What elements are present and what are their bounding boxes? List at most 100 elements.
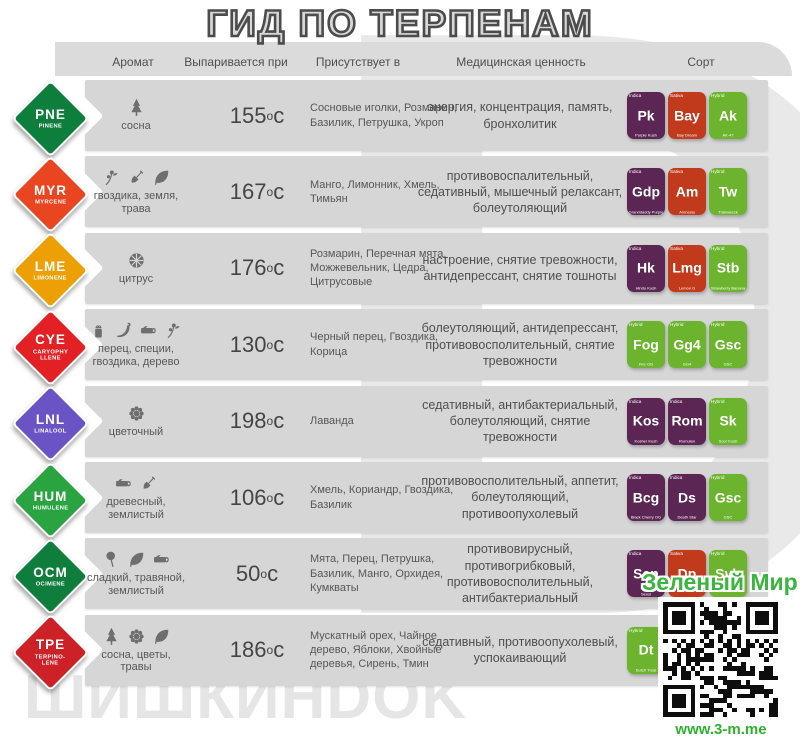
strain-badge: Indica Rom Romulan	[668, 397, 706, 445]
strain-name: GSC	[723, 515, 733, 520]
celsius-symbol: c	[267, 560, 279, 586]
aroma-label: цитрус	[118, 272, 154, 285]
strain-type-label: Indica	[670, 475, 683, 481]
strain-type-label: Sativa	[670, 93, 683, 99]
flower-icon	[127, 404, 146, 423]
strain-name: Strawberry Banana	[710, 285, 746, 291]
aroma-icons	[127, 98, 146, 117]
strain-badges: Indica Hk Hindu Kush Sativa Lmg Lemon G Hybrid…	[627, 233, 747, 304]
celsius-symbol: c	[273, 637, 285, 663]
degree-symbol: o	[266, 414, 274, 429]
terpene-row: LME LIMONENE цитрус 176 o c Розмарин, Пере…	[0, 231, 800, 310]
temp-value: 198	[229, 408, 267, 434]
evaporation-temp: 130 o c	[207, 309, 307, 380]
strain-type-label: Indica	[629, 169, 642, 175]
strain-badge: Hybrid Fog Fire OG	[627, 321, 665, 369]
terpene-diamond-label: LNL LINALOOL	[25, 398, 76, 449]
shovel-icon	[139, 474, 158, 493]
strain-badge: Indica Bcg Black Cherry OG	[627, 474, 665, 521]
strain-badge: Hybrid Gsc GSC	[709, 321, 747, 369]
strain-abbr: Gg4	[673, 336, 701, 353]
aroma-label: перец, специи, гвоздика, дерево	[92, 343, 180, 368]
strain-type-label: Indica	[670, 398, 683, 404]
terpene-name: LIMONENE	[33, 274, 68, 282]
celsius-symbol: c	[273, 331, 285, 357]
terpene-diamond-label: OCM OCIMENE	[25, 551, 76, 602]
terpene-row: PNE PINENE сосна 155 o c Сосновые иголки, …	[0, 79, 800, 157]
present-in-cell: Мускатный орех, Чайное дерево, Яблоки, Х…	[310, 615, 458, 686]
terpene-code: LNL	[35, 411, 66, 427]
aroma-label: цветочный	[108, 425, 164, 438]
celsius-symbol: c	[273, 255, 285, 281]
aroma-label: сосна, цветы, травы	[101, 648, 171, 674]
aroma-cell: цветочный	[86, 386, 186, 457]
strain-name: Lemon G	[678, 285, 696, 291]
strain-badge: Hybrid Gg4 GG4	[668, 321, 706, 369]
aroma-cell: сосна, цветы, травы	[86, 615, 186, 686]
medical-value-text: болеутоляющий, антидепрессант, противово…	[421, 321, 619, 368]
strain-type-label: Sativa	[670, 551, 683, 557]
strain-abbr: Bcg	[632, 488, 660, 505]
terpene-name: PINENE	[38, 121, 63, 129]
chili-pepper-icon	[114, 321, 133, 340]
evaporation-temp: 50 o c	[207, 538, 307, 609]
strain-type-label: Indica	[629, 398, 642, 404]
strain-type-label: Hybrid	[629, 322, 643, 328]
strain-name: Sour Kush	[718, 438, 738, 444]
medical-value-text: седативный, антибактериальный, болеутоля…	[422, 397, 618, 445]
strain-name: Trainwreck	[718, 209, 738, 214]
header-band	[55, 42, 792, 76]
strain-abbr: Gsc	[714, 488, 742, 505]
flower-icon	[127, 627, 146, 646]
strain-abbr: Gdp	[632, 183, 660, 200]
strain-name: AK-47	[722, 133, 734, 138]
terpene-diamond-label: MYR MYRCENE	[25, 169, 76, 220]
strain-abbr: Sk	[719, 412, 737, 429]
medical-value-cell: противовосполительный, аппетит, болеутол…	[412, 462, 628, 533]
temp-value: 50	[235, 560, 261, 586]
present-in-cell: Сосновые иголки, Розмарин, Базилик, Петр…	[310, 80, 458, 151]
evaporation-temp: 155 o c	[207, 80, 307, 151]
strain-badge: Hybrid Gsc GSC	[709, 474, 747, 521]
terpene-row: CYE CARYOPHY LLENE перец, специи, гвозди…	[0, 308, 800, 387]
terpene-name: LINALOOL	[34, 427, 67, 434]
website-url[interactable]: www.3-m.me	[675, 721, 767, 738]
strain-type-label: Hybrid	[711, 245, 725, 252]
strain-type-label: Hybrid	[629, 627, 643, 634]
degree-symbol: o	[266, 108, 274, 123]
strain-type-label: Indica	[629, 245, 642, 252]
present-in-text: Манго, Лимонник, Хмель, Тимьян	[310, 178, 440, 205]
degree-symbol: o	[260, 566, 268, 581]
aroma-label: гвоздика, земля, трава	[93, 190, 179, 215]
strain-abbr: Gsc	[714, 336, 742, 353]
aroma-cell: древесный, землистый	[86, 462, 186, 533]
column-header-aroma: Аромат	[112, 55, 154, 69]
wood-log-icon	[152, 550, 171, 569]
strain-badge: Indica Pk Purple Kush	[627, 92, 665, 139]
present-in-text: Черный перец, Гвоздика, Корица	[310, 331, 439, 358]
strain-badge: Sativa Bay Bay Dream	[668, 92, 706, 139]
terpene-code: PNE	[35, 106, 66, 122]
temp-value: 130	[229, 331, 267, 357]
clove-sprig-icon	[164, 321, 183, 340]
terpene-code: MYR	[34, 182, 67, 198]
terpene-row: HUM HUMULENE древесный, землистый 106 o c …	[0, 461, 800, 539]
strain-badge: Hybrid Ak AK-47	[709, 92, 747, 139]
aroma-cell: цитрус	[86, 233, 186, 304]
temp-value: 167	[229, 178, 267, 204]
strain-type-label: Hybrid	[711, 169, 725, 175]
medical-value-cell: энергия, концентрация, память, бронхолит…	[412, 80, 628, 151]
leaf-icon	[152, 168, 171, 187]
strain-name: Black Cherry OG	[630, 515, 662, 520]
temp-value: 176	[229, 255, 267, 281]
strain-name: Fire OG	[638, 362, 654, 367]
strain-type-label: Indica	[629, 93, 642, 99]
aroma-cell: перец, специи, гвоздика, дерево	[86, 309, 186, 380]
medical-value-cell: противовоспалительный, седативный, мышеч…	[412, 156, 628, 227]
strain-abbr: Fog	[633, 336, 659, 353]
strain-abbr: Dt	[638, 641, 654, 658]
present-in-text: Розмарин, Перечная мята, Можжевельник, Ц…	[310, 247, 447, 289]
medical-value-cell: настроение, снятие тревожности, антидепр…	[412, 233, 628, 304]
medical-value-text: настроение, снятие тревожности, антидепр…	[422, 253, 618, 284]
strain-badge: Hybrid Stb Strawberry Banana	[709, 244, 747, 292]
